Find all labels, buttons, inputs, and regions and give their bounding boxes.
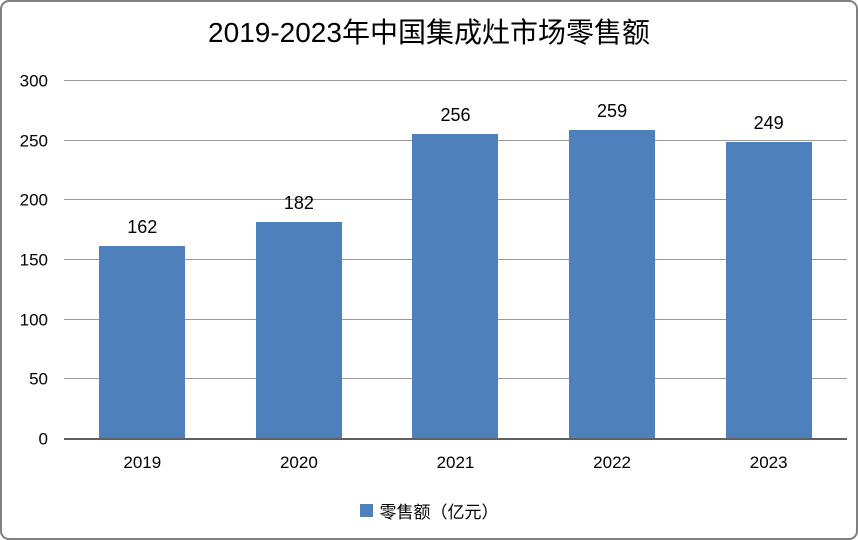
legend-label: 零售额（亿元） (379, 503, 499, 522)
x-tick-label-2023: 2023 (749, 453, 788, 472)
y-tick-label: 50 (29, 369, 48, 389)
x-axis-line (64, 438, 847, 440)
gridline-300 (64, 80, 847, 81)
bar-2023 (725, 141, 812, 439)
x-tick-label-2022: 2022 (593, 453, 631, 472)
y-tick-label: 300 (19, 71, 48, 91)
y-tick-label: 250 (19, 131, 48, 151)
x-tick-label-2020: 2020 (279, 453, 318, 472)
x-tick-label-2021: 2021 (436, 453, 475, 472)
y-tick-label: 0 (38, 429, 48, 449)
x-axis: 2019 2020 2021 2022 2023 (64, 453, 847, 473)
plot-area: 162 182 256 259 249 (64, 80, 847, 440)
bar-group-2020: 182 (221, 81, 378, 439)
chart-title: 2019-2023年中国集成灶市场零售额 (208, 17, 650, 48)
y-tick-label: 150 (19, 250, 48, 270)
bar-value-label: 259 (597, 100, 628, 121)
y-tick-label: 100 (19, 310, 48, 330)
bar-2021 (412, 133, 499, 439)
bar-group-2023: 249 (690, 81, 847, 439)
bars-layer: 162 182 256 259 249 (64, 81, 847, 439)
bar-value-label: 162 (127, 216, 158, 237)
bar-group-2022: 259 (534, 81, 691, 439)
legend: 零售额（亿元） (2, 498, 856, 523)
bar-group-2021: 256 (377, 81, 534, 439)
y-tick-label: 200 (19, 190, 48, 210)
bar-2022 (569, 129, 656, 439)
bar-group-2019: 162 (64, 81, 221, 439)
legend-marker-icon (359, 504, 373, 517)
bar-2019 (99, 245, 186, 439)
y-axis: 0 50 100 150 200 250 300 (2, 73, 54, 448)
bar-value-label: 256 (440, 104, 471, 125)
x-tick-label-2019: 2019 (123, 453, 162, 472)
bar-value-label: 249 (753, 112, 784, 133)
bar-2020 (255, 221, 342, 439)
bar-value-label: 182 (283, 192, 314, 213)
